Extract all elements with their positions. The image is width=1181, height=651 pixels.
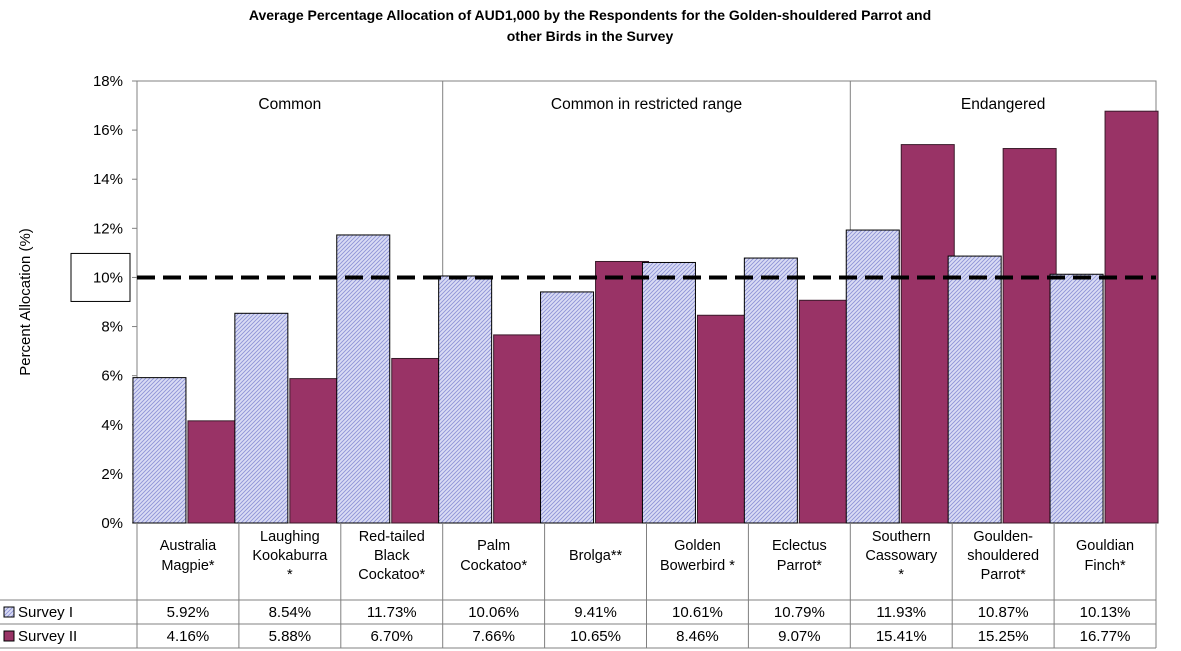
bar-survey-ii (1104, 110, 1159, 524)
data-table-cell: 7.66% (472, 628, 515, 645)
bar-survey-i (540, 291, 595, 524)
category-label: Laughing (260, 529, 320, 545)
reference-tick-box (70, 252, 131, 302)
category-label: Australia (160, 538, 217, 554)
y-tick-label: 6% (101, 368, 123, 385)
chart-title-line-2: other Birds in the Survey (507, 28, 674, 44)
bar-survey-ii (696, 314, 751, 524)
data-table-cell: 10.61% (672, 604, 723, 621)
data-table-cell: 6.70% (370, 628, 413, 645)
data-table-cell: 11.93% (876, 604, 926, 621)
y-tick-label: 14% (93, 171, 123, 188)
category-label: Magpie* (161, 558, 215, 574)
category-label: Goulden- (973, 529, 1033, 545)
group-label: Common (258, 96, 321, 113)
y-tick-label: 18% (93, 73, 123, 90)
data-table-cell: 15.25% (978, 628, 1029, 645)
data-table-cell: 5.92% (167, 604, 210, 621)
category-label: * (287, 567, 293, 583)
legend-label: Survey II (18, 628, 77, 645)
bar-survey-ii (900, 144, 955, 524)
category-label: Cockatoo* (358, 567, 425, 583)
y-tick-label: 16% (93, 122, 123, 139)
category-label: Palm (477, 538, 510, 554)
data-table-cell: 9.41% (574, 604, 617, 621)
category-label: Parrot* (777, 558, 822, 574)
bar-survey-ii (289, 378, 344, 524)
bar-survey-i (845, 229, 900, 524)
y-tick-label: 2% (101, 466, 123, 483)
bar-survey-i (438, 275, 493, 524)
data-table-cell: 10.65% (570, 628, 621, 645)
bar-survey-i (234, 312, 289, 524)
category-label: Parrot* (981, 567, 1026, 583)
category-label: Red-tailed (359, 529, 425, 545)
category-label: Golden (674, 538, 721, 554)
bar-survey-i (641, 261, 696, 524)
data-table-cell: 9.07% (778, 628, 821, 645)
data-table-cell: 5.88% (269, 628, 312, 645)
y-tick-label: 12% (93, 220, 123, 237)
bar-survey-ii (1002, 148, 1057, 524)
data-table-cell: 4.16% (167, 628, 210, 645)
data-table-cell: 10.79% (774, 604, 825, 621)
y-tick-label: 8% (101, 319, 123, 336)
category-label: Gouldian (1076, 538, 1134, 554)
legend-key-survey-i (3, 606, 15, 618)
bar-survey-ii (595, 260, 650, 524)
bar-survey-i (1049, 273, 1104, 524)
bar-survey-i (947, 255, 1002, 524)
category-label: Eclectus (772, 538, 827, 554)
group-label: Endangered (961, 96, 1045, 113)
chart-title-line-1: Average Percentage Allocation of AUD1,00… (249, 7, 931, 23)
legend-label: Survey I (18, 604, 73, 621)
data-table-cell: 10.13% (1080, 604, 1131, 621)
category-label: Cockatoo* (460, 558, 527, 574)
category-label: Finch* (1084, 558, 1125, 574)
category-label: Bowerbird * (660, 558, 735, 574)
category-label: Brolga** (569, 548, 623, 564)
data-table-cell: 8.46% (676, 628, 719, 645)
bar-survey-ii (493, 334, 548, 524)
bar-survey-i (336, 234, 391, 524)
category-label: Black (374, 548, 410, 564)
group-label: Common in restricted range (551, 96, 742, 113)
category-label: Southern (872, 529, 931, 545)
y-axis-title: Percent Allocation (%) (17, 228, 34, 376)
category-label: Cassowary (865, 548, 937, 564)
bar-survey-ii (391, 357, 446, 524)
bar-survey-i (132, 377, 187, 524)
y-tick-label: 0% (101, 515, 123, 532)
bar-survey-ii (798, 299, 853, 524)
data-table-cell: 11.73% (367, 604, 417, 621)
data-table-cell: 10.87% (978, 604, 1029, 621)
category-label: * (898, 567, 904, 583)
category-label: Kookaburra (252, 548, 328, 564)
y-tick-label: 10% (93, 269, 123, 286)
data-table-cell: 8.54% (269, 604, 312, 621)
data-table-cell: 15.41% (876, 628, 927, 645)
category-label: shouldered (967, 548, 1039, 564)
bar-survey-ii (187, 420, 242, 524)
legend-key-survey-ii (3, 630, 15, 642)
data-table-cell: 16.77% (1080, 628, 1131, 645)
y-tick-label: 4% (101, 417, 123, 434)
data-table-cell: 10.06% (468, 604, 519, 621)
bar-survey-i (743, 257, 798, 524)
